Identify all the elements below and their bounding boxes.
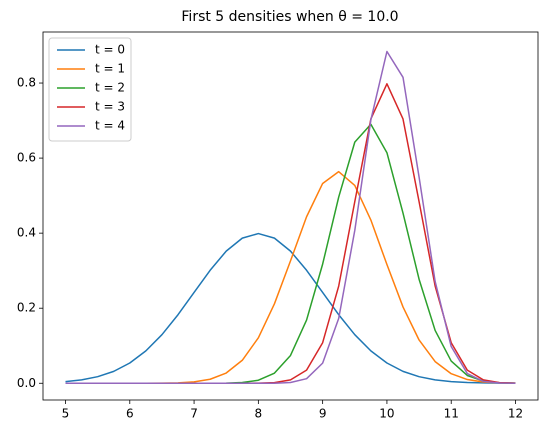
x-tick-label: 9 [319, 407, 327, 421]
y-tick-label: 0.6 [17, 151, 36, 165]
y-tick-label: 0.8 [17, 76, 36, 90]
legend-box [48, 37, 132, 142]
line [65, 232, 516, 384]
legend-label: t = 0 [95, 43, 125, 57]
legend-label: t = 4 [95, 119, 125, 133]
legend-label: t = 2 [95, 81, 125, 95]
y-tick-label: 0.2 [17, 301, 36, 315]
x-tick-label: 11 [444, 407, 459, 421]
y-tick-label: 0.0 [17, 376, 36, 390]
line [65, 123, 516, 385]
x-tick-label: 12 [508, 407, 523, 421]
x-tick-label: 10 [379, 407, 394, 421]
plot-frame [42, 31, 539, 401]
x-tick-label: 8 [255, 407, 263, 421]
chart-title: First 5 densities when θ = 10.0 [181, 9, 398, 25]
legend: t = 0 t = 1 t = 2 t = 3 t = 4 [48, 37, 132, 142]
line [65, 50, 516, 385]
x-tick-label: 6 [126, 407, 134, 421]
x-tick-label: 5 [62, 407, 70, 421]
legend-label: t = 3 [95, 100, 125, 114]
y-tick-label: 0.4 [17, 226, 36, 240]
legend-label: t = 1 [95, 62, 125, 76]
x-tick-label: 7 [190, 407, 198, 421]
line [65, 170, 516, 385]
line [65, 83, 516, 385]
